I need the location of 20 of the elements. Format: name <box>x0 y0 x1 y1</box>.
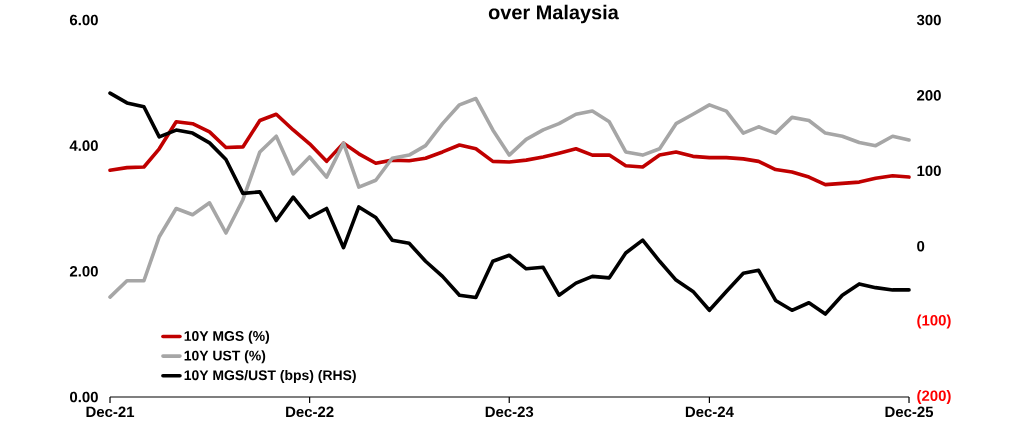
y2-tick-label: (200) <box>917 390 951 404</box>
x-tick-label: Dec-22 <box>286 406 334 418</box>
x-tick-label: Dec-23 <box>485 406 534 418</box>
legend-label: 10Y MGS/UST (bps) (RHS) <box>184 369 356 383</box>
y-tick-label: 6.00 <box>69 14 98 26</box>
y-tick-label: 0.00 <box>70 391 98 403</box>
y-tick-label: 4.00 <box>69 140 98 151</box>
line-series <box>108 112 911 187</box>
y2-tick-label: 300 <box>916 14 941 26</box>
legend-label: 10Y UST (%) <box>184 350 266 364</box>
legend-label: 10Y MGS (%) <box>184 330 270 344</box>
chart-title: over Malaysia <box>488 4 619 24</box>
x-tick-label: Dec-24 <box>685 406 734 418</box>
y2-tick-label: 0 <box>917 240 925 252</box>
y2-tick-label: 200 <box>917 90 941 101</box>
y-tick-label: 2.00 <box>69 266 98 277</box>
x-tick-label: Dec-25 <box>885 406 934 418</box>
y2-tick-label: 100 <box>917 165 941 177</box>
y2-tick-label: (100) <box>917 314 951 329</box>
x-tick-label: Dec-21 <box>86 406 135 418</box>
